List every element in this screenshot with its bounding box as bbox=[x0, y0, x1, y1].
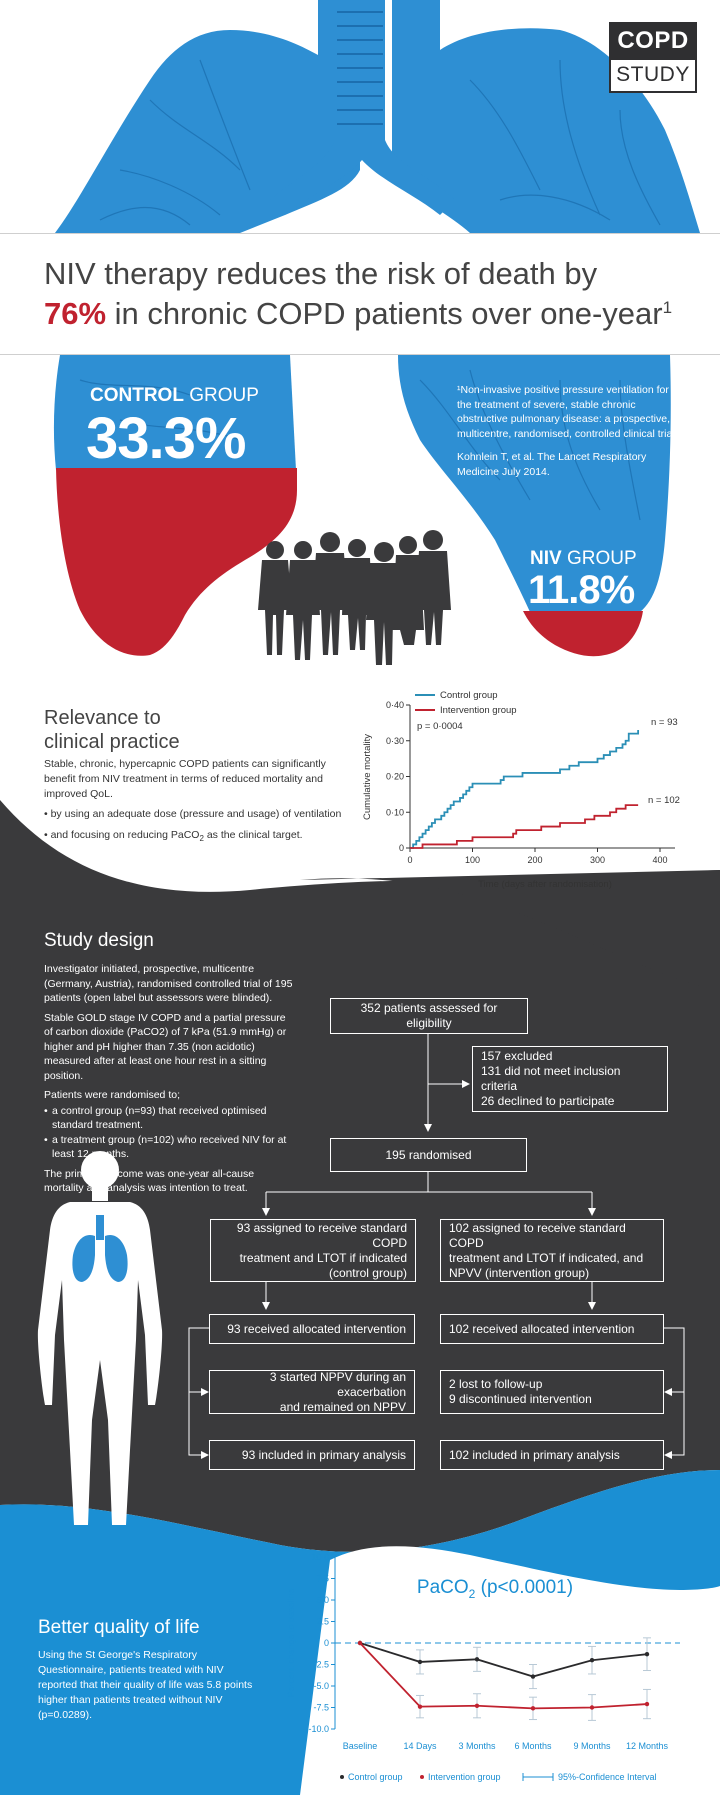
flow-control-assign-2: treatment and LTOT if indicated bbox=[240, 1251, 407, 1266]
flow-control-included-box: 93 included in primary analysis bbox=[209, 1440, 415, 1470]
flow-niv-included-box: 102 included in primary analysis bbox=[440, 1440, 664, 1470]
flow-control-started-2: and remained on NPPV bbox=[280, 1400, 406, 1415]
paco2-control-point bbox=[590, 1658, 594, 1662]
flow-control-assign-1: 93 assigned to receive standard COPD bbox=[219, 1221, 407, 1251]
qol-title: Better quality of life bbox=[38, 1617, 200, 1639]
paco2-title-post: (p<0.0001) bbox=[475, 1577, 573, 1598]
flow-niv-assign-1: 102 assigned to receive standard COPD bbox=[449, 1221, 655, 1251]
flow-niv-lost-2: 9 discontinued intervention bbox=[449, 1392, 592, 1407]
paco2-control-point bbox=[645, 1652, 649, 1656]
paco2-x-tick-label: 12 Months bbox=[626, 1741, 669, 1751]
paco2-legend-ci: 95%-Confidence Interval bbox=[558, 1772, 657, 1782]
flow-niv-lost-box: 2 lost to follow-up 9 discontinued inter… bbox=[440, 1370, 664, 1414]
paco2-intervention-point bbox=[418, 1704, 422, 1708]
paco2-y-tick-label: 2.5 bbox=[316, 1617, 329, 1627]
paco2-y-tick-label: 5.0 bbox=[316, 1595, 329, 1605]
paco2-y-tick-label: -7.5 bbox=[313, 1703, 329, 1713]
legend-intervention-dot bbox=[420, 1775, 424, 1779]
paco2-title-pre: PaCO bbox=[417, 1577, 469, 1598]
paco2-chart: PaCO2 (p<0.0001) Percent change to basel… bbox=[280, 1545, 700, 1790]
paco2-x-tick-label: 6 Months bbox=[514, 1741, 552, 1751]
qol-body: Using the St George's Respiratory Questi… bbox=[38, 1648, 253, 1723]
legend-control-dot bbox=[340, 1775, 344, 1779]
paco2-control-line bbox=[360, 1643, 647, 1677]
flow-niv-received: 102 received allocated intervention bbox=[449, 1322, 634, 1337]
paco2-x-tick-label: 3 Months bbox=[458, 1741, 496, 1751]
flow-excluded-2: 131 did not meet inclusion criteria bbox=[481, 1064, 659, 1094]
flow-control-started-box: 3 started NPPV during an exacerbation an… bbox=[209, 1370, 415, 1414]
flow-excluded-1: 157 excluded bbox=[481, 1049, 552, 1064]
paco2-control-point bbox=[418, 1660, 422, 1664]
flow-assessed-box: 352 patients assessed for eligibility bbox=[330, 998, 528, 1034]
paco2-y-tick-label: -2.5 bbox=[313, 1660, 329, 1670]
flow-excluded-3: 26 declined to participate bbox=[481, 1094, 614, 1109]
paco2-control-point bbox=[531, 1674, 535, 1678]
paco2-legend-intervention: Intervention group bbox=[428, 1772, 501, 1782]
flow-niv-received-box: 102 received allocated intervention bbox=[440, 1314, 664, 1344]
flow-control-started-1: 3 started NPPV during an exacerbation bbox=[218, 1370, 406, 1400]
flow-control-assign-3: (control group) bbox=[329, 1266, 407, 1281]
paco2-intervention-point bbox=[475, 1704, 479, 1708]
paco2-intervention-point bbox=[531, 1706, 535, 1710]
flow-excluded-box: 157 excluded 131 did not meet inclusion … bbox=[472, 1046, 668, 1112]
paco2-x-tick-label: Baseline bbox=[343, 1741, 378, 1751]
flow-assessed: 352 patients assessed for eligibility bbox=[339, 1001, 519, 1031]
paco2-y-tick-label: 10.0 bbox=[311, 1552, 329, 1562]
paco2-control-point bbox=[475, 1657, 479, 1661]
paco2-y-tick-label: 0 bbox=[324, 1638, 329, 1648]
paco2-y-label: Percent change to baseline bbox=[286, 1588, 296, 1697]
flow-control-received: 93 received allocated intervention bbox=[227, 1322, 406, 1337]
flow-control-assign-box: 93 assigned to receive standard COPD tre… bbox=[210, 1219, 416, 1282]
legend-ci-marker bbox=[523, 1773, 553, 1781]
flow-niv-included: 102 included in primary analysis bbox=[449, 1448, 620, 1463]
flow-niv-assign-box: 102 assigned to receive standard COPD tr… bbox=[440, 1219, 664, 1282]
flow-control-included: 93 included in primary analysis bbox=[242, 1448, 406, 1463]
paco2-intervention-point bbox=[590, 1705, 594, 1709]
paco2-intervention-line bbox=[360, 1643, 647, 1708]
flow-niv-assign-3: NPVV (intervention group) bbox=[449, 1266, 589, 1281]
paco2-y-tick-label: 7.5 bbox=[316, 1574, 329, 1584]
paco2-intervention-point bbox=[645, 1702, 649, 1706]
paco2-x-tick-label: 14 Days bbox=[403, 1741, 437, 1751]
paco2-y-tick-label: -5.0 bbox=[313, 1681, 329, 1691]
paco2-y-tick-label: -10.0 bbox=[308, 1724, 329, 1734]
flow-niv-assign-2: treatment and LTOT if indicated, and bbox=[449, 1251, 643, 1266]
paco2-legend-control: Control group bbox=[348, 1772, 403, 1782]
flow-niv-lost-1: 2 lost to follow-up bbox=[449, 1377, 542, 1392]
paco2-intervention-point bbox=[358, 1641, 362, 1645]
paco2-x-tick-label: 9 Months bbox=[573, 1741, 611, 1751]
flow-randomised: 195 randomised bbox=[385, 1148, 471, 1163]
flow-control-received-box: 93 received allocated intervention bbox=[209, 1314, 415, 1344]
paco2-title: PaCO2 (p<0.0001) bbox=[417, 1577, 573, 1601]
flow-randomised-box: 195 randomised bbox=[330, 1138, 527, 1172]
